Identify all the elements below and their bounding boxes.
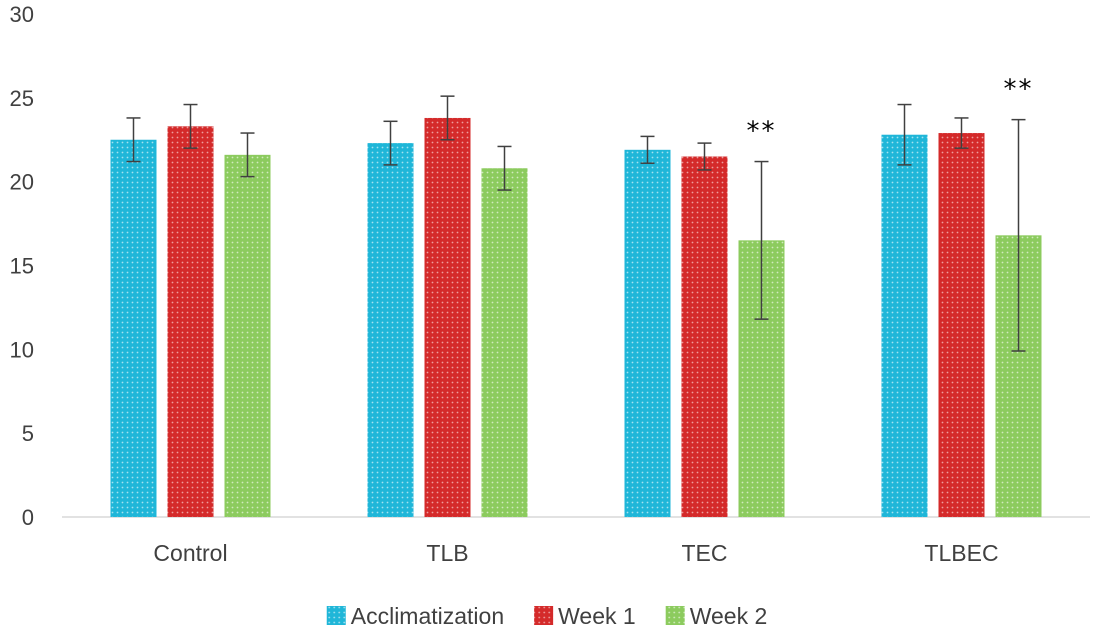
bar-tec-week-1 bbox=[681, 156, 728, 517]
legend-item: Week 1 bbox=[534, 603, 636, 629]
significance-marker: ** bbox=[1004, 75, 1034, 105]
bar-control-week-1 bbox=[167, 126, 214, 517]
bar-tec-acclimatization bbox=[624, 149, 671, 517]
category-label: TLB bbox=[426, 540, 468, 566]
bar-tlbec-acclimatization bbox=[881, 134, 928, 517]
category-labels: Control TLB TEC TLBEC bbox=[153, 540, 998, 566]
bar-tlb-week-1 bbox=[424, 117, 471, 517]
legend-label: Week 2 bbox=[690, 603, 768, 629]
category-label: TLBEC bbox=[924, 540, 998, 566]
y-axis-ticks: 0 5 10 15 20 25 30 bbox=[10, 2, 34, 530]
error-bar bbox=[183, 103, 198, 149]
significance-annotations: ** ** bbox=[747, 75, 1034, 147]
y-tick-label: 15 bbox=[10, 254, 34, 279]
category-label: TEC bbox=[682, 540, 728, 566]
error-bar bbox=[1011, 118, 1026, 352]
bar-control-acclimatization bbox=[110, 139, 157, 517]
error-bar bbox=[240, 132, 255, 178]
bars-group bbox=[110, 117, 1042, 517]
y-tick-label: 0 bbox=[22, 505, 34, 530]
error-bars-group bbox=[126, 95, 1026, 352]
bar-tlb-week-2 bbox=[481, 168, 528, 517]
error-bar bbox=[497, 145, 512, 191]
bar-tlbec-week-1 bbox=[938, 133, 985, 517]
category-label: Control bbox=[153, 540, 227, 566]
bar-tlb-acclimatization bbox=[367, 143, 414, 517]
legend-item: Acclimatization bbox=[326, 603, 504, 629]
error-bar bbox=[383, 120, 398, 166]
bar-control-week-2 bbox=[224, 154, 271, 517]
legend-swatch bbox=[665, 606, 685, 625]
significance-marker: ** bbox=[747, 117, 777, 147]
y-tick-label: 30 bbox=[10, 2, 34, 27]
error-bar bbox=[754, 160, 769, 320]
error-bar bbox=[697, 142, 712, 171]
error-bar bbox=[954, 117, 969, 149]
legend: Acclimatization Week 1 Week 2 bbox=[326, 603, 768, 629]
legend-item: Week 2 bbox=[665, 603, 768, 629]
legend-label: Week 1 bbox=[558, 603, 636, 629]
y-tick-label: 25 bbox=[10, 86, 34, 111]
legend-label: Acclimatization bbox=[351, 603, 504, 629]
error-bar bbox=[440, 95, 455, 141]
error-bar bbox=[897, 103, 912, 166]
legend-swatch bbox=[326, 606, 346, 625]
y-tick-label: 20 bbox=[10, 170, 34, 195]
legend-swatch bbox=[534, 606, 554, 625]
error-bar bbox=[126, 117, 141, 163]
y-tick-label: 10 bbox=[10, 337, 34, 362]
error-bar bbox=[640, 135, 655, 164]
y-tick-label: 5 bbox=[22, 421, 34, 446]
